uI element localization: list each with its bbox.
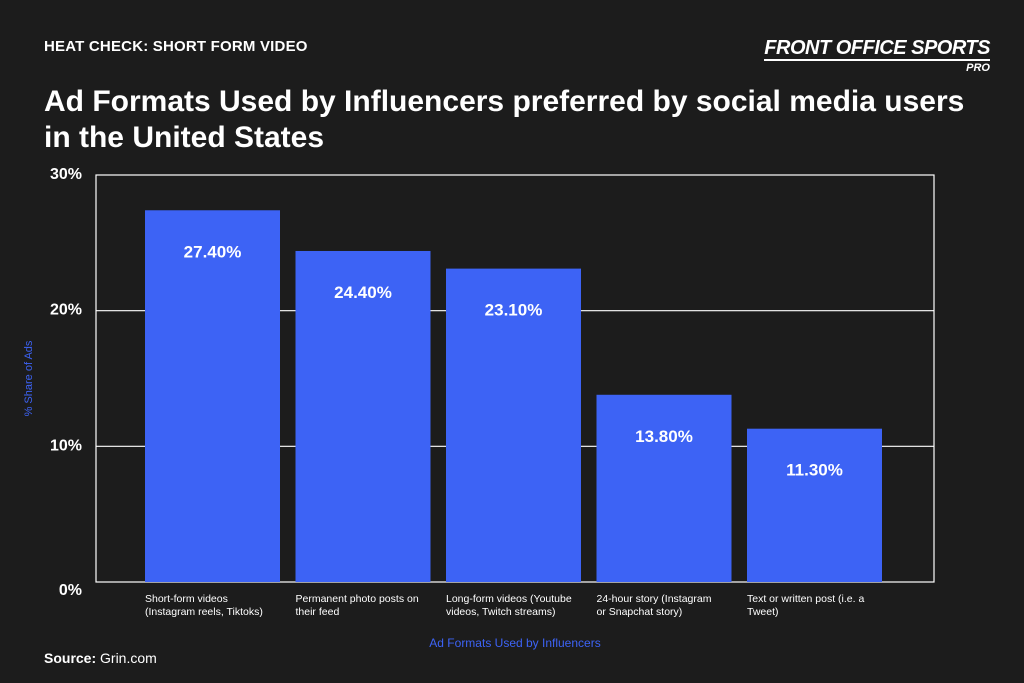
x-category-label: or Snapchat story) (597, 606, 683, 618)
bar-value-label: 24.40% (334, 283, 392, 302)
chart-title: Ad Formats Used by Influencers preferred… (44, 85, 965, 154)
brand-logo: FRONT OFFICE SPORTS PRO (764, 38, 990, 74)
bar (747, 428, 882, 582)
x-category-label: (Instagram reels, Tiktoks) (145, 606, 263, 618)
source-value: Grin.com (100, 650, 157, 666)
y-tick-label: 30% (50, 166, 82, 183)
y-tick-label: 10% (50, 437, 82, 454)
header-kicker: HEAT CHECK: SHORT FORM VIDEO (44, 38, 308, 55)
bar-value-label: 27.40% (184, 242, 242, 261)
y-axis-title: % Share of Ads (23, 340, 35, 416)
x-category-label: 24-hour story (Instagram (597, 593, 712, 605)
y-tick-label: 0% (59, 582, 82, 599)
x-category-label: their feed (296, 606, 340, 618)
x-category-label: Long-form videos (Youtube (446, 593, 572, 605)
x-category-label: Text or written post (i.e. a (747, 593, 864, 605)
x-category-label: Short-form videos (145, 593, 228, 605)
x-category-label: Permanent photo posts on (296, 593, 419, 605)
bar-value-label: 23.10% (485, 301, 543, 320)
x-category-label: videos, Twitch streams) (446, 606, 556, 618)
y-tick-label: 20% (50, 302, 82, 319)
bar-value-label: 11.30% (786, 461, 843, 480)
bar (596, 394, 732, 582)
brand-logo-main: FRONT OFFICE SPORTS (764, 37, 990, 61)
brand-logo-sub: PRO (966, 62, 990, 74)
x-axis-title: Ad Formats Used by Influencers (429, 636, 600, 650)
bar-value-label: 13.80% (635, 427, 693, 446)
x-category-label: Tweet) (747, 606, 779, 618)
source-label: Source: (44, 650, 97, 666)
source-note: Source: Grin.com (44, 650, 157, 666)
bar (446, 268, 581, 582)
bar (145, 210, 280, 583)
bar (295, 250, 431, 582)
